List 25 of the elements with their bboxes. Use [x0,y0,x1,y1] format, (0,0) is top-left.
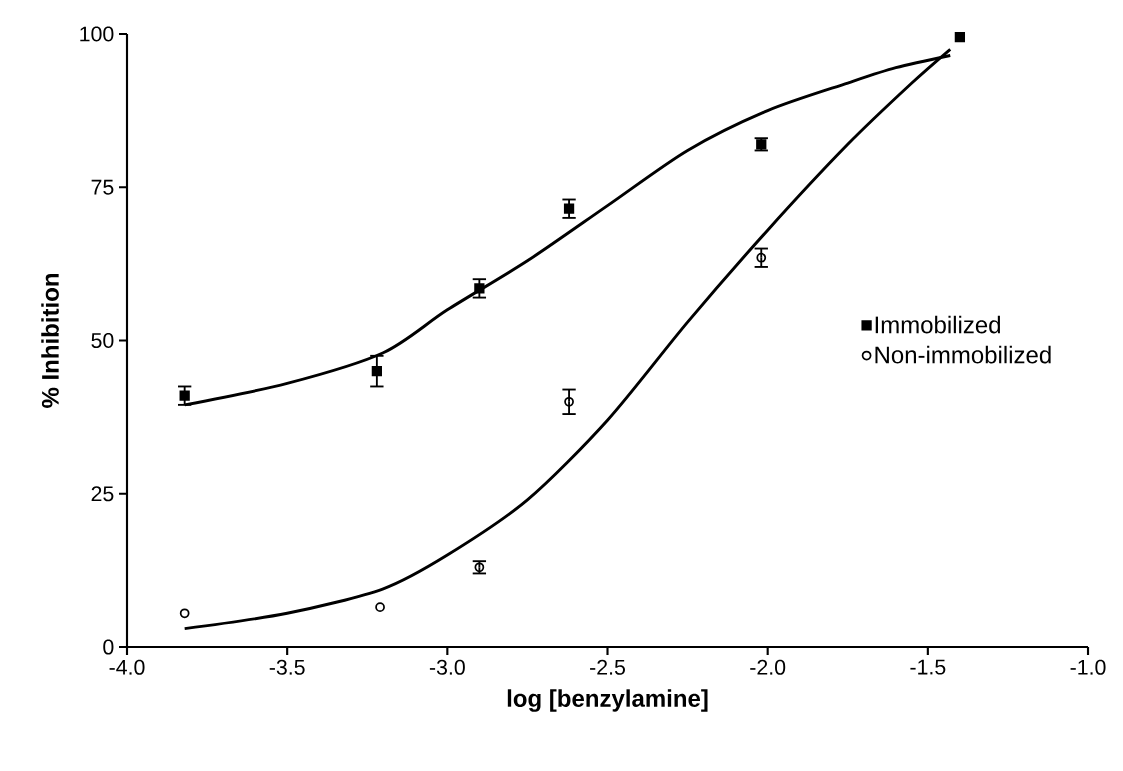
x-tick-label: -1.0 [1070,659,1106,675]
point [563,203,575,214]
y-tick-label: 0 [103,639,114,655]
x-tick-label: -4.0 [109,659,145,675]
point [179,390,190,401]
y-tick-label: 25 [91,486,114,502]
x-tick-label: -3.0 [429,659,465,675]
point [371,366,382,377]
x-tick-label: -3.5 [269,659,305,675]
y-tick-label: 100 [80,26,114,42]
y-axis-title: % Inhibition [41,273,59,408]
x-tick-label: -2.5 [590,659,625,675]
x-axis-title: log [benzylamine] [507,689,708,712]
point [375,602,385,613]
legend-label: Non-immobilized [875,345,1051,364]
x-tick-label: -2.0 [750,659,786,675]
point [954,31,966,43]
y-tick-label: 50 [91,332,114,349]
y-tick-label: 75 [91,179,114,195]
point [474,283,485,294]
legend-label: Immobilized [875,315,1000,334]
x-tick-label: -1.5 [910,659,946,675]
point [756,252,767,263]
point [179,608,190,619]
point [564,396,574,407]
